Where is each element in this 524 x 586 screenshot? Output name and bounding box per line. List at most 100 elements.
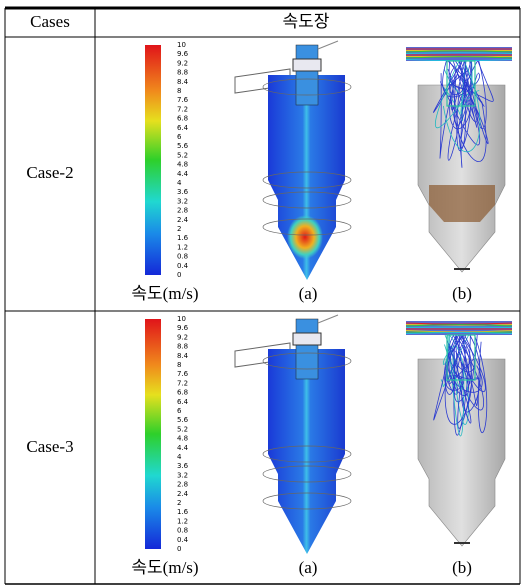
streamline <box>463 60 478 123</box>
streamline <box>452 334 463 380</box>
streamline <box>460 60 478 149</box>
streamline <box>449 60 469 96</box>
header-cases: Cases <box>30 12 70 31</box>
colorbar-tick: 3.2 <box>177 197 188 205</box>
colorbar-tick: 1.2 <box>177 243 188 251</box>
streamline <box>475 60 487 129</box>
colorbar-tick: 6.4 <box>177 398 189 406</box>
streamline <box>448 60 487 162</box>
outlet <box>317 40 339 50</box>
section-ring <box>262 465 352 483</box>
streamline <box>455 334 486 393</box>
colorbar-tick: 3.6 <box>177 188 189 196</box>
inlet-stream <box>405 324 513 326</box>
streamline <box>462 60 478 128</box>
dust-zone <box>429 185 495 222</box>
streamline <box>448 60 489 144</box>
colorbar-tick: 0.8 <box>177 253 188 261</box>
inlet-stream <box>405 322 513 325</box>
colorbar-tick: 9.6 <box>177 324 189 332</box>
section-ring <box>262 492 352 510</box>
colorbar-tick: 0 <box>177 545 181 553</box>
colorbar-tick: 3.2 <box>177 471 188 479</box>
vortex-finder <box>295 44 319 106</box>
colorbar-tick: 10 <box>177 315 186 323</box>
case-label: Case-3 <box>26 437 73 456</box>
colorbar-tick: 7.6 <box>177 370 189 378</box>
colorbar-tick: 0 <box>177 271 181 279</box>
section-ring <box>262 78 352 96</box>
colorbar-tick: 9.2 <box>177 59 188 67</box>
colorbar-tick: 6.8 <box>177 115 188 123</box>
colorbar-tick: 2.4 <box>177 490 189 498</box>
colorbar-tick: 0.4 <box>177 262 189 270</box>
colorbar-label: 속도(m/s) <box>131 284 198 303</box>
inlet-stream <box>405 50 513 53</box>
image-a <box>234 314 352 554</box>
image-a <box>234 40 352 280</box>
streamline <box>474 334 488 434</box>
streamline <box>442 60 480 98</box>
colorbar-label: 속도(m/s) <box>131 558 198 577</box>
image-label: (b) <box>452 284 472 303</box>
vortex-finder <box>446 334 476 381</box>
colorbar-tick: 2.8 <box>177 207 188 215</box>
colorbar-tick: 8.4 <box>177 78 189 86</box>
inlet-stream <box>405 331 513 334</box>
colorbar-tick: 8.8 <box>177 343 188 351</box>
streamline <box>451 60 472 168</box>
vortex-top <box>292 332 322 346</box>
colorbar-tick: 0.8 <box>177 527 188 535</box>
header-field: 속도장 <box>283 12 330 31</box>
colorbar-tick: 0.4 <box>177 536 189 544</box>
colorbar-tick: 4.4 <box>177 170 189 178</box>
streamline <box>461 334 471 384</box>
colorbar-tick: 7.6 <box>177 96 189 104</box>
section-ring <box>262 352 352 370</box>
inlet-stream <box>405 52 513 54</box>
streamline <box>447 60 467 89</box>
vortex-top <box>292 58 322 72</box>
colorbar-tick: 7.2 <box>177 105 188 113</box>
image-b <box>405 321 513 547</box>
colorbar-tick: 4 <box>177 179 182 187</box>
colorbar-tick: 9.2 <box>177 333 188 341</box>
colorbar-tick: 1.6 <box>177 508 189 516</box>
colorbar-tick: 8 <box>177 361 181 369</box>
streamline <box>449 60 471 130</box>
colorbar-tick: 8.8 <box>177 69 188 77</box>
streamline <box>447 334 472 424</box>
outlet <box>317 314 339 324</box>
hot-spot <box>287 215 323 259</box>
colorbar <box>145 45 161 275</box>
colorbar-tick: 4.8 <box>177 435 188 443</box>
streamline <box>442 334 456 365</box>
section-ring <box>262 445 352 463</box>
colorbar-tick: 10 <box>177 41 186 49</box>
section-ring <box>262 218 352 236</box>
image-label: (a) <box>299 284 318 303</box>
section-ring <box>262 171 352 189</box>
colorbar-tick: 1.6 <box>177 234 189 242</box>
colorbar-tick: 6.4 <box>177 124 189 132</box>
colorbar-tick: 9.6 <box>177 50 189 58</box>
image-label: (a) <box>299 558 318 577</box>
streamline <box>457 334 478 429</box>
colorbar-tick: 8.4 <box>177 352 189 360</box>
cyclone-body <box>268 75 345 280</box>
inlet-stream <box>405 56 513 59</box>
colorbar-tick: 6 <box>177 133 182 141</box>
image-b <box>405 47 513 273</box>
colorbar-tick: 4.8 <box>177 161 188 169</box>
colorbar-tick: 2 <box>177 499 181 507</box>
streamline <box>434 60 475 129</box>
colorbar-tick: 6 <box>177 407 182 415</box>
colorbar-tick: 7.2 <box>177 379 188 387</box>
colorbar-tick: 5.2 <box>177 425 188 433</box>
colorbar <box>145 319 161 549</box>
colorbar-tick: 4 <box>177 453 182 461</box>
colorbar-tick: 5.2 <box>177 151 188 159</box>
colorbar-tick: 2.8 <box>177 481 188 489</box>
streamline <box>447 60 466 106</box>
